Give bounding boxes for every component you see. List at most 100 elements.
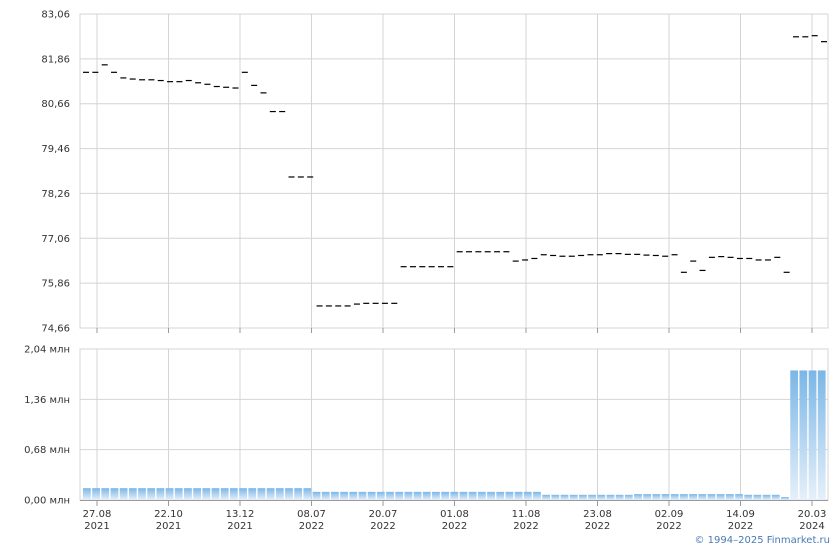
volume-bar [716, 494, 725, 500]
volume-bar [202, 488, 211, 500]
volume-bar [817, 370, 826, 500]
volume-bar [689, 494, 698, 500]
volume-bar [799, 370, 808, 500]
x-tick-day: 27.08 [83, 509, 112, 520]
volume-panel: 0,00 млн 0,68 млн 1,36 млн 2,04 млн [24, 345, 829, 507]
volume-bar [569, 494, 578, 500]
x-tick-day: 22.10 [154, 509, 183, 520]
volume-bar [395, 491, 404, 500]
price-ytick-label: 77,06 [41, 234, 70, 245]
volume-bar [487, 491, 495, 500]
volume-bar [790, 370, 799, 500]
volume-bar [542, 494, 551, 500]
volume-bar [294, 488, 303, 500]
volume-bar [211, 488, 220, 500]
volume-bar [450, 491, 459, 500]
volume-bar [432, 491, 440, 500]
x-tick-year: 2024 [799, 521, 824, 532]
volume-bar [459, 491, 468, 500]
volume-bar [83, 488, 91, 500]
x-tick-year: 2022 [442, 521, 467, 532]
volume-bar [441, 491, 450, 500]
x-tick-day: 13.12 [226, 509, 255, 520]
x-tick-day: 08.07 [297, 509, 326, 520]
volume-bar [680, 494, 688, 500]
volume-bar [193, 488, 202, 500]
volume-bar [312, 491, 321, 500]
price-ytick-label: 79,46 [41, 144, 70, 155]
volume-bar [698, 494, 707, 500]
volume-bar [634, 494, 642, 500]
volume-bar [303, 488, 312, 500]
price-ytick-label: 83,06 [41, 10, 70, 21]
volume-bar [92, 488, 100, 500]
volume-bar [505, 491, 514, 500]
x-tick-day: 23.08 [583, 509, 612, 520]
x-tick-year: 2021 [227, 521, 252, 532]
volume-bar [165, 488, 174, 500]
volume-bar [422, 491, 431, 500]
volume-bar [349, 491, 358, 500]
volume-bar [128, 488, 137, 500]
volume-bar [523, 491, 532, 500]
volume-bar [174, 488, 183, 500]
volume-bar [771, 494, 780, 500]
volume-bar [340, 491, 348, 500]
volume-bar [376, 491, 385, 500]
volume-bar [386, 491, 394, 500]
price-panel: 74,66 75,86 77,06 78,26 79,46 80,66 81,86 83,06 [41, 10, 829, 335]
x-tick-day: 20.03 [798, 509, 827, 520]
x-tick-year: 2022 [370, 521, 395, 532]
volume-bar [119, 488, 128, 500]
volume-bar [560, 494, 569, 500]
volume-bar [239, 488, 247, 500]
price-ytick-label: 81,86 [41, 54, 70, 65]
volume-bar [229, 488, 238, 500]
volume-bar [514, 491, 523, 500]
x-tick-day: 01.08 [440, 509, 469, 520]
volume-bar [661, 494, 670, 500]
volume-bar [257, 488, 266, 500]
volume-bar [101, 488, 110, 500]
x-tick-year: 2022 [728, 521, 753, 532]
x-tick-day: 11.08 [512, 509, 541, 520]
volume-bar [220, 488, 229, 500]
x-tick-day: 20.07 [369, 509, 398, 520]
x-tick-year: 2022 [299, 521, 324, 532]
volume-bar [781, 497, 789, 500]
volume-bar [413, 491, 422, 500]
volume-bar [184, 488, 192, 500]
volume-bar [404, 491, 413, 500]
volume-bar [615, 494, 624, 500]
volume-bar [275, 488, 284, 500]
volume-ytick-label: 0,68 млн [24, 445, 70, 456]
volume-bar [156, 488, 165, 500]
x-tick-year: 2021 [84, 521, 109, 532]
volume-bar [707, 494, 716, 500]
volume-bar [735, 494, 743, 500]
volume-bar [579, 494, 587, 500]
price-ytick-label: 75,86 [41, 279, 70, 290]
volume-bar [597, 494, 606, 500]
copyright-text: © 1994–2025 Finmarket.ru [694, 535, 830, 546]
volume-bar [762, 494, 771, 500]
volume-bar [533, 491, 541, 500]
x-tick-day: 14.09 [726, 509, 755, 520]
volume-bar [321, 491, 330, 500]
volume-bar [367, 491, 376, 500]
volume-bar [477, 491, 486, 500]
x-tick-day: 02.09 [655, 509, 684, 520]
volume-bar [248, 488, 257, 500]
volume-bar [588, 494, 596, 500]
x-tick-year: 2022 [656, 521, 681, 532]
x-tick-year: 2022 [513, 521, 538, 532]
volume-bar [643, 494, 652, 500]
volume-bar [808, 370, 817, 500]
volume-ytick-label: 1,36 млн [24, 395, 70, 406]
volume-bar [606, 494, 615, 500]
volume-bar [285, 488, 293, 500]
volume-bar [652, 494, 661, 500]
x-axis: 27.08202122.10202113.12202108.07202220.0… [80, 500, 828, 532]
price-ytick-label: 80,66 [41, 99, 70, 110]
